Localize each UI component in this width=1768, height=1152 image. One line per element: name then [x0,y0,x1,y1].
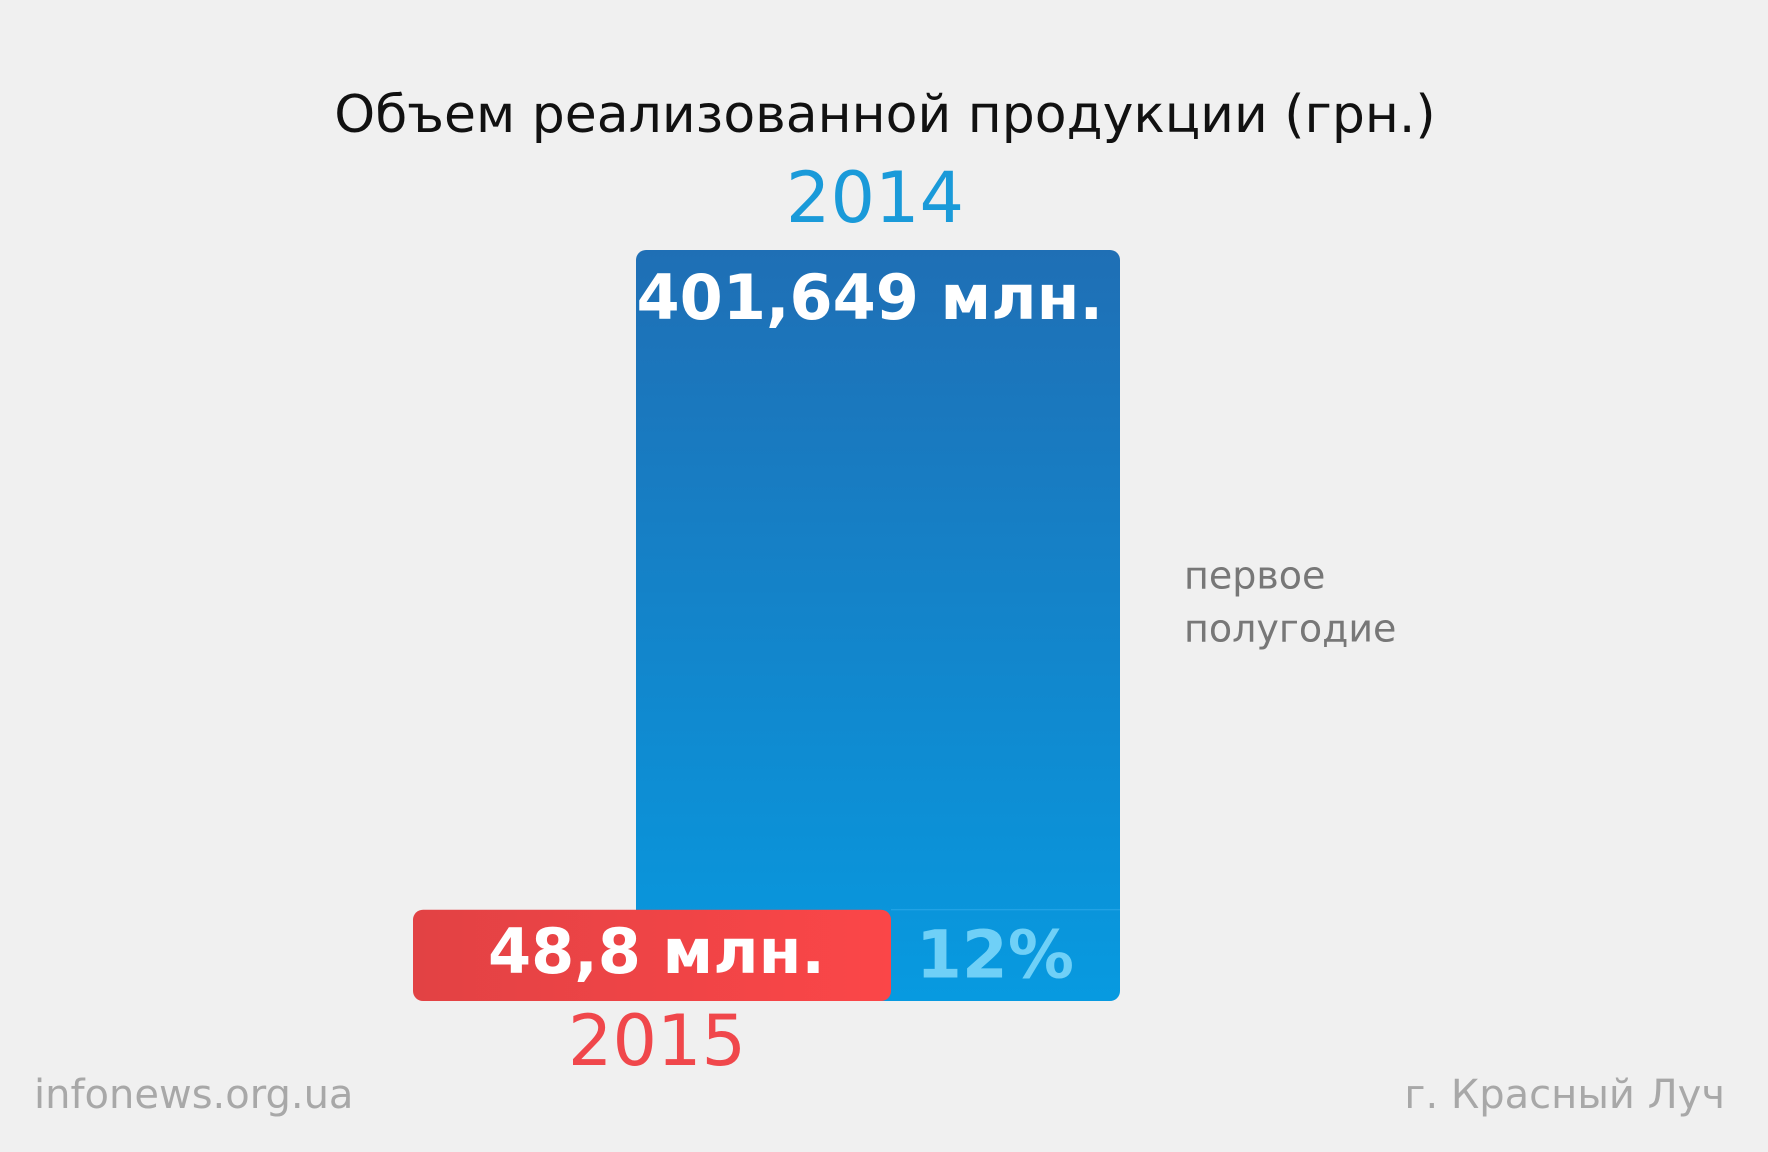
bar [636,250,1120,1001]
bar [413,909,891,1001]
value-label: 401,649 млн. [637,261,1103,334]
location: г. Красный Луч [1404,1072,1725,1118]
note-line: полугодие [1184,607,1396,651]
share-label: 12% [916,916,1074,993]
category-label: 2015 [568,1000,746,1082]
source: infonews.org.ua [34,1072,353,1118]
value-label: 48,8 млн. [488,915,825,988]
note-line: первое [1184,554,1325,598]
category-label: 2014 [786,157,964,239]
chart-title: Объем реализованной продукции (грн.) [334,85,1435,145]
